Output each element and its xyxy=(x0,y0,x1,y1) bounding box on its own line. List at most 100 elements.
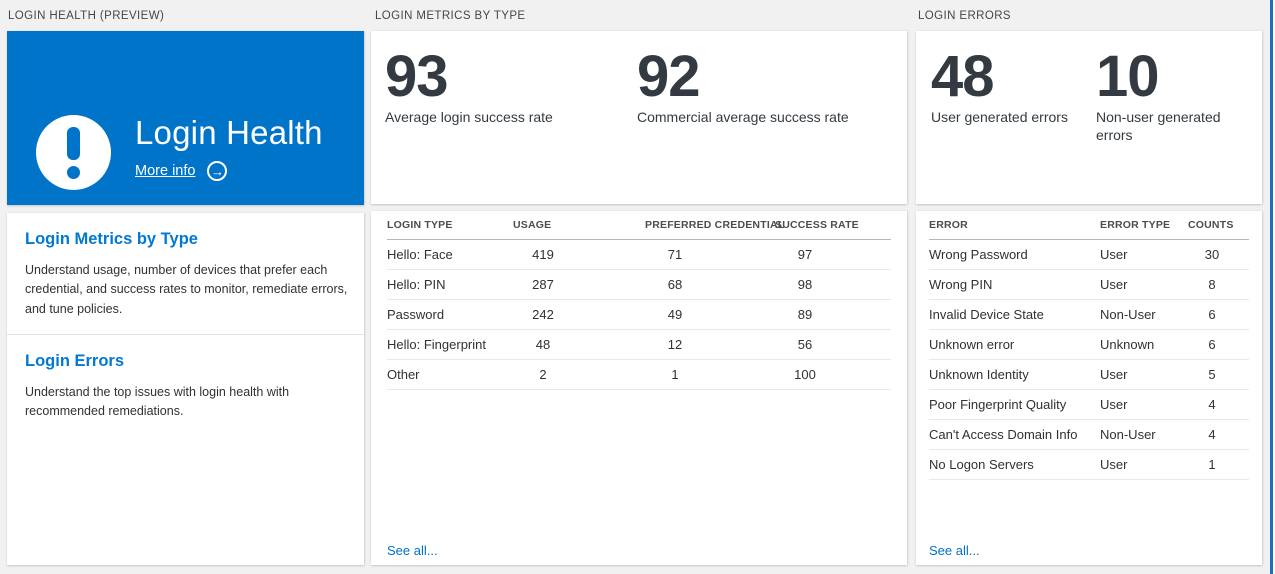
see-all-link-metrics[interactable]: See all... xyxy=(387,543,438,558)
table-row: Other 2 1 100 xyxy=(387,360,891,390)
cell-counts: 1 xyxy=(1208,457,1216,472)
cell-error-type: Non-User xyxy=(1100,427,1156,442)
table-row: Wrong Password User 30 xyxy=(929,240,1249,270)
info-section-title[interactable]: Login Errors xyxy=(25,352,125,370)
cell-counts: 5 xyxy=(1208,367,1216,382)
cell-error-type: User xyxy=(1100,247,1128,262)
stat-user-generated-errors: 48 User generated errors xyxy=(931,47,1068,126)
stat-label: Non-user generated errors xyxy=(1096,109,1221,144)
login-metrics-table: LOGIN TYPE USAGE PREFERRED CREDENTIAL SU… xyxy=(371,211,907,390)
cell-error: Wrong Password xyxy=(929,247,1028,262)
exclamation-bar xyxy=(67,126,80,160)
cell-error-type: User xyxy=(1100,397,1128,412)
cell-preferred-credential: 1 xyxy=(671,367,679,382)
table-row: Hello: PIN 287 68 98 xyxy=(387,270,891,300)
table-row: Wrong PIN User 8 xyxy=(929,270,1249,300)
cell-usage: 2 xyxy=(539,367,547,382)
see-all-link-errors[interactable]: See all... xyxy=(929,543,980,558)
table-row: No Logon Servers User 1 xyxy=(929,450,1249,480)
info-section-description: Understand the top issues with login hea… xyxy=(25,385,290,419)
login-health-info-tile: Login Metrics by Type Understand usage, … xyxy=(7,213,364,565)
cell-login-type: Other xyxy=(387,367,420,382)
stat-label: Commercial average success rate xyxy=(637,109,849,125)
cell-counts: 4 xyxy=(1208,427,1216,442)
cell-success-rate: 56 xyxy=(797,337,813,352)
cell-preferred-credential: 12 xyxy=(667,337,683,352)
cell-error: No Logon Servers xyxy=(929,457,1034,472)
cell-error: Can't Access Domain Info xyxy=(929,427,1078,442)
cell-preferred-credential: 71 xyxy=(667,247,683,262)
cell-usage: 287 xyxy=(532,277,554,292)
exclamation-dot xyxy=(67,165,80,179)
login-errors-table: ERROR ERROR TYPE COUNTS Wrong Password U… xyxy=(916,211,1262,480)
stat-commercial-average-success-rate: 92 Commercial average success rate xyxy=(637,47,849,126)
more-info-link[interactable]: More info xyxy=(135,163,196,179)
section-header-login-metrics: LOGIN METRICS BY TYPE xyxy=(375,10,526,22)
info-section-description: Understand usage, number of devices that… xyxy=(25,263,348,316)
stat-non-user-generated-errors: 10 Non-user generated errors xyxy=(1096,47,1226,144)
blade-edge-line xyxy=(1270,0,1273,574)
stat-value: 92 xyxy=(637,44,701,109)
cell-error: Unknown Identity xyxy=(929,367,1029,382)
stat-label: Average login success rate xyxy=(385,109,553,125)
cell-usage: 242 xyxy=(532,307,554,322)
table-row: Hello: Fingerprint 48 12 56 xyxy=(387,330,891,360)
section-header-login-health: LOGIN HEALTH (PREVIEW) xyxy=(8,10,165,22)
table-header-row: LOGIN TYPE USAGE PREFERRED CREDENTIAL SU… xyxy=(387,211,891,240)
cell-login-type: Hello: Face xyxy=(387,247,453,262)
cell-preferred-credential: 49 xyxy=(667,307,683,322)
cell-preferred-credential: 68 xyxy=(667,277,683,292)
cell-error: Invalid Device State xyxy=(929,307,1044,322)
exclamation-icon xyxy=(36,115,111,190)
cell-error: Poor Fingerprint Quality xyxy=(929,397,1067,412)
cell-success-rate: 89 xyxy=(797,307,813,322)
login-health-hero-tile[interactable]: Login Health More info → xyxy=(7,31,364,205)
column-header-success-rate: SUCCESS RATE xyxy=(775,219,859,231)
cell-counts: 6 xyxy=(1208,337,1216,352)
cell-error-type: User xyxy=(1100,277,1128,292)
cell-login-type: Hello: Fingerprint xyxy=(387,337,486,352)
table-row: Invalid Device State Non-User 6 xyxy=(929,300,1249,330)
stat-label: User generated errors xyxy=(931,109,1068,125)
errors-stats-tile: 48 User generated errors 10 Non-user gen… xyxy=(916,31,1262,204)
cell-error: Wrong PIN xyxy=(929,277,993,292)
table-row: Hello: Face 419 71 97 xyxy=(387,240,891,270)
cell-usage: 48 xyxy=(535,337,551,352)
cell-login-type: Password xyxy=(387,307,445,322)
cell-error-type: Unknown xyxy=(1100,337,1155,352)
stat-value: 93 xyxy=(385,44,449,109)
cell-counts: 4 xyxy=(1208,397,1216,412)
cell-login-type: Hello: PIN xyxy=(387,277,446,292)
cell-error: Unknown error xyxy=(929,337,1015,352)
table-row: Can't Access Domain Info Non-User 4 xyxy=(929,420,1249,450)
section-header-login-errors: LOGIN ERRORS xyxy=(918,10,1011,22)
cell-success-rate: 98 xyxy=(797,277,813,292)
column-header-login-type: LOGIN TYPE xyxy=(387,219,453,231)
cell-error-type: User xyxy=(1100,367,1128,382)
table-row: Unknown error Unknown 6 xyxy=(929,330,1249,360)
cell-success-rate: 100 xyxy=(794,367,816,382)
table-row: Password 242 49 89 xyxy=(387,300,891,330)
table-row: Unknown Identity User 5 xyxy=(929,360,1249,390)
stat-average-login-success-rate: 93 Average login success rate xyxy=(385,47,553,126)
cell-error-type: Non-User xyxy=(1100,307,1156,322)
info-section-title[interactable]: Login Metrics by Type xyxy=(25,230,198,248)
info-section-login-metrics[interactable]: Login Metrics by Type Understand usage, … xyxy=(7,213,364,334)
cell-usage: 419 xyxy=(532,247,554,262)
cell-counts: 8 xyxy=(1208,277,1216,292)
hero-title: Login Health xyxy=(135,114,323,151)
blade-edge-gutter xyxy=(1272,0,1275,574)
stat-value: 10 xyxy=(1096,44,1160,109)
cell-counts: 6 xyxy=(1208,307,1216,322)
info-section-login-errors[interactable]: Login Errors Understand the top issues w… xyxy=(7,334,364,442)
stat-value: 48 xyxy=(931,44,995,109)
column-header-preferred-credential: PREFERRED CREDENTIAL xyxy=(645,219,785,231)
cell-error-type: User xyxy=(1100,457,1128,472)
arrow-right-circle-icon[interactable]: → xyxy=(207,161,228,181)
metrics-table-tile: LOGIN TYPE USAGE PREFERRED CREDENTIAL SU… xyxy=(371,211,907,565)
cell-counts: 30 xyxy=(1204,247,1220,262)
column-header-counts: COUNTS xyxy=(1188,219,1234,231)
column-header-usage: USAGE xyxy=(513,219,552,231)
errors-table-tile: ERROR ERROR TYPE COUNTS Wrong Password U… xyxy=(916,211,1262,565)
